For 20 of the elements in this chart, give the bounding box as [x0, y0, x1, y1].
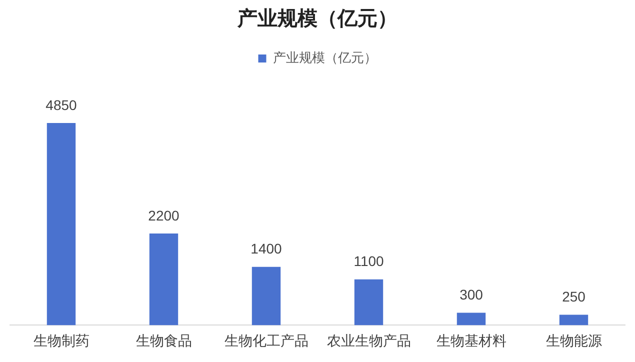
legend-label: 产业规模（亿元）: [272, 50, 377, 66]
x-tick-label: 生物化工产品: [224, 332, 308, 348]
data-label: 2200: [148, 207, 180, 224]
bar: [354, 279, 384, 326]
bar: [456, 312, 486, 326]
x-tick-label: 农业生物产品: [326, 332, 411, 348]
data-label: 1100: [354, 253, 384, 270]
data-label: 1400: [250, 240, 282, 257]
bar: [46, 122, 76, 326]
bar: [149, 233, 178, 326]
bar: [559, 314, 588, 326]
chart-title: 产业规模（亿元）: [236, 6, 398, 30]
data-label: 4850: [46, 96, 78, 113]
data-label: 250: [562, 288, 586, 305]
data-label: 300: [460, 286, 484, 303]
x-tick-label: 生物基材料: [436, 332, 506, 348]
x-tick-label: 生物能源: [546, 332, 602, 348]
x-tick-label: 生物食品: [136, 332, 192, 348]
x-tick-label: 生物制药: [33, 332, 90, 348]
bar: [252, 266, 281, 326]
